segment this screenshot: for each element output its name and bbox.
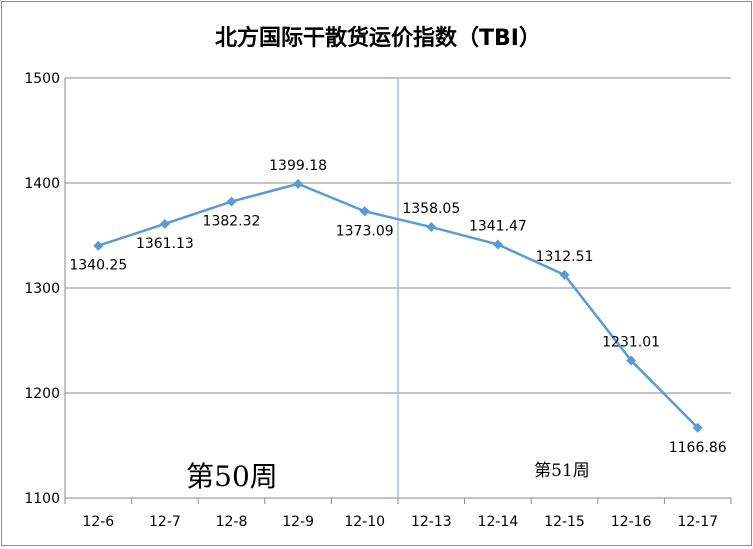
data-point-marker xyxy=(492,239,503,250)
x-tick-label: 12-13 xyxy=(411,514,452,530)
x-tick-label: 12-9 xyxy=(282,514,314,530)
data-label: 1382.32 xyxy=(203,214,261,230)
data-point-marker xyxy=(159,218,170,229)
x-tick-label: 12-7 xyxy=(149,514,181,530)
x-axis-ticks: 12-6 12-7 12-8 12-9 12-10 12-13 12-14 12-15 12-1… xyxy=(64,498,732,530)
series-1 xyxy=(93,178,703,433)
data-point-marker xyxy=(226,196,237,207)
x-tick-label: 12-17 xyxy=(677,514,718,530)
x-tick-label: 12-16 xyxy=(611,514,652,530)
data-point-marker xyxy=(93,240,104,251)
x-tick-label: 12-10 xyxy=(344,514,385,530)
y-tick-label: 1300 xyxy=(24,281,60,297)
y-tick-label: 1500 xyxy=(24,71,60,87)
data-label: 1361.13 xyxy=(136,236,194,252)
x-tick-label: 12-15 xyxy=(544,514,585,530)
data-label: 1358.05 xyxy=(402,201,460,217)
data-point-marker xyxy=(359,206,370,217)
y-tick-label: 1400 xyxy=(24,176,60,192)
data-label: 1312.51 xyxy=(536,249,594,265)
x-tick-label: 12-8 xyxy=(216,514,248,530)
data-labels: 1340.25 1361.13 1382.32 1399.18 1373.09 1358.… xyxy=(69,158,726,456)
series-line xyxy=(97,182,699,429)
week-51-label: 第51周 xyxy=(534,461,590,481)
data-label: 1231.01 xyxy=(602,334,660,350)
data-point-marker xyxy=(293,178,304,189)
data-point-marker xyxy=(426,222,437,233)
data-label: 1340.25 xyxy=(69,258,127,274)
data-label: 1166.86 xyxy=(669,440,727,456)
week-50-label: 第50周 xyxy=(186,460,278,493)
data-label: 1399.18 xyxy=(269,158,327,174)
y-axis-ticks: 1100 1200 1300 1400 1500 xyxy=(24,71,60,507)
y-tick-label: 1100 xyxy=(24,491,60,507)
chart-title: 北方国际干散货运价指数（TBI） xyxy=(215,25,541,51)
data-point-marker xyxy=(626,355,637,366)
data-label: 1373.09 xyxy=(336,223,394,239)
x-tick-label: 12-6 xyxy=(82,514,114,530)
data-point-marker xyxy=(692,422,703,433)
data-label: 1341.47 xyxy=(469,218,527,234)
y-tick-label: 1200 xyxy=(24,386,60,402)
x-tick-label: 12-14 xyxy=(478,514,519,530)
data-point-marker xyxy=(559,269,570,280)
